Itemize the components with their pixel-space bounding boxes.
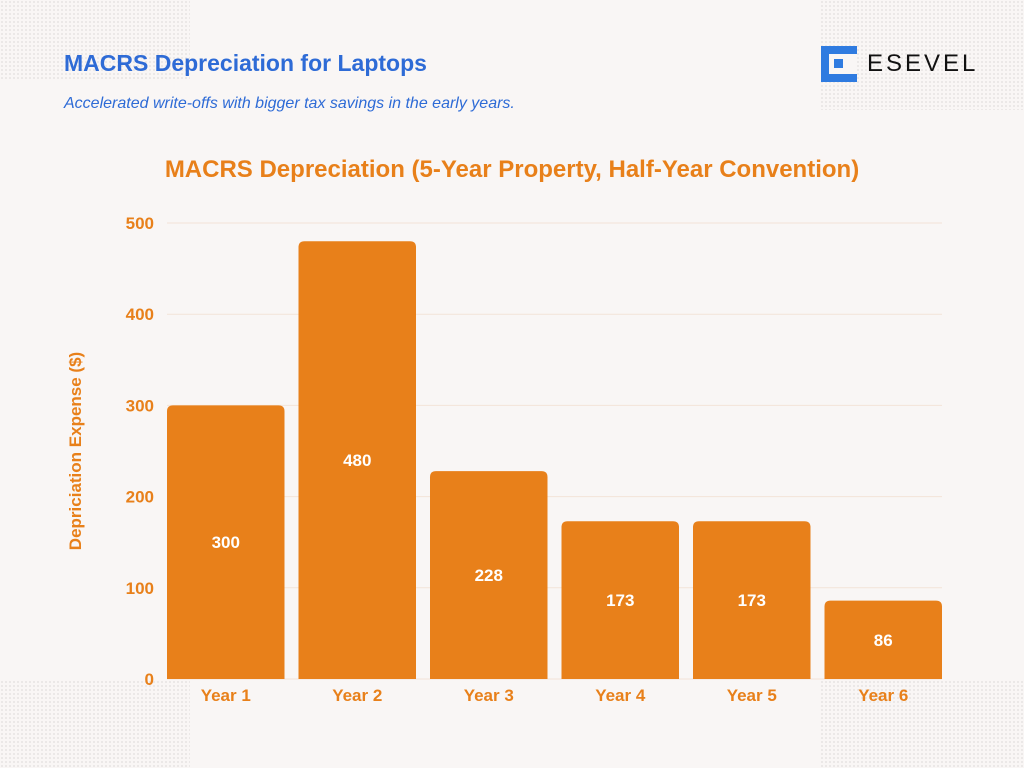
page-subtitle: Accelerated write-offs with bigger tax s… [64, 95, 515, 112]
y-tick-label: 100 [126, 579, 154, 598]
world-map-decoration [0, 680, 190, 768]
data-label: 300 [212, 533, 240, 552]
logo-mark-icon [821, 46, 857, 82]
logo: ESEVEL [821, 46, 978, 82]
data-label: 173 [606, 591, 634, 610]
data-label: 480 [343, 451, 371, 470]
page-title: MACRS Depreciation for Laptops [64, 50, 427, 76]
y-tick-label: 500 [126, 214, 154, 233]
data-label: 228 [475, 566, 503, 585]
x-tick-label: Year 1 [201, 686, 251, 705]
x-tick-label: Year 3 [464, 686, 514, 705]
y-tick-label: 200 [126, 488, 154, 507]
y-tick-label: 0 [145, 670, 154, 689]
bar [824, 600, 942, 679]
chart-title: MACRS Depreciation (5-Year Property, Hal… [165, 156, 859, 183]
bar [561, 521, 679, 679]
x-tick-label: Year 5 [727, 686, 777, 705]
y-tick-label: 300 [126, 396, 154, 415]
x-tick-label: Year 4 [595, 686, 646, 705]
bar [298, 241, 416, 680]
world-map-decoration [820, 680, 1024, 768]
world-map-decoration [0, 0, 190, 80]
bar [167, 405, 285, 679]
bar [693, 521, 811, 679]
logo-text: ESEVEL [867, 50, 979, 77]
y-axis-label: Depriciation Expense ($) [66, 352, 85, 550]
data-label: 173 [738, 591, 766, 610]
x-tick-label: Year 6 [858, 686, 908, 705]
data-label: 86 [874, 631, 893, 650]
y-tick-label: 400 [126, 305, 154, 324]
bar [430, 471, 548, 679]
x-tick-label: Year 2 [332, 686, 382, 705]
